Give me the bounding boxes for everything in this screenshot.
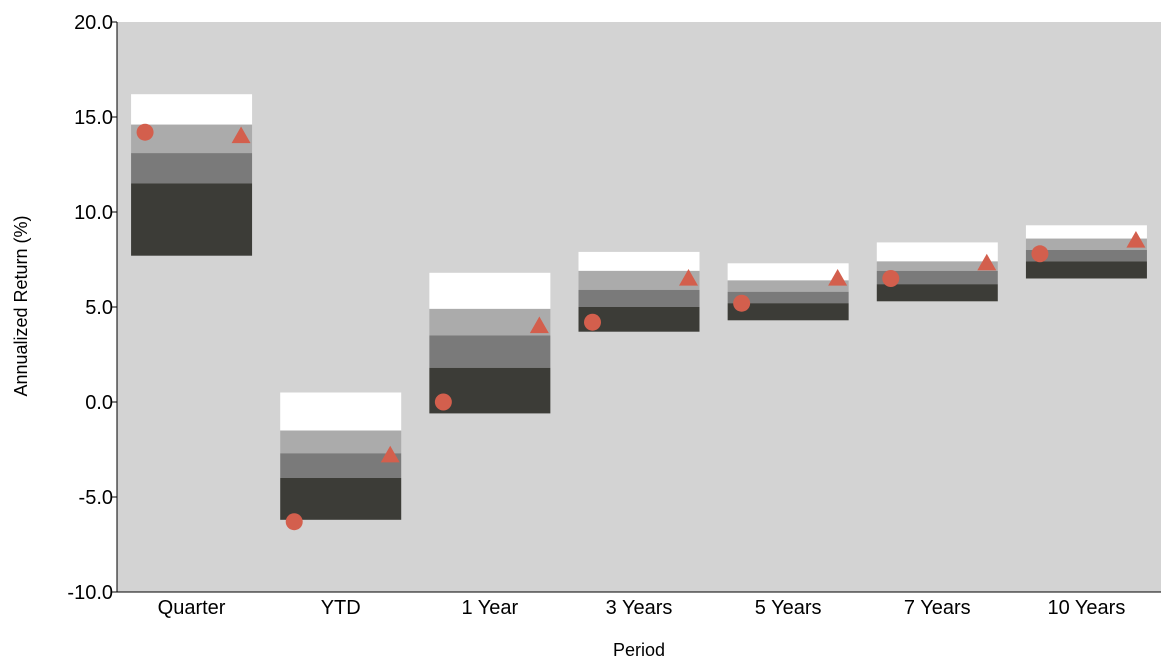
band-lower-middle xyxy=(876,270,998,285)
band-top-quartile xyxy=(876,242,998,262)
triangle-marker xyxy=(679,269,698,286)
bands-layer xyxy=(131,94,1147,520)
band-upper-middle xyxy=(876,261,998,271)
x-tick-label: 1 Year xyxy=(461,597,518,619)
band-lower-middle xyxy=(1025,250,1147,262)
y-tick-label: 10.0 xyxy=(74,202,113,224)
band-bottom-quartile xyxy=(876,284,998,302)
band-lower-middle xyxy=(578,289,700,307)
band-upper-middle xyxy=(1025,238,1147,250)
axis-layer: Quarter YTD 1 Year 3 Years 5 Years 7 Years 10 … xyxy=(67,12,1161,619)
band-upper-middle xyxy=(429,308,551,336)
band-upper-middle xyxy=(578,270,700,290)
band-bottom-quartile xyxy=(131,183,253,256)
x-tick-label: Quarter xyxy=(158,597,226,619)
circle-marker xyxy=(136,123,154,141)
circle-marker xyxy=(434,393,452,411)
band-lower-middle xyxy=(280,453,402,478)
band-top-quartile xyxy=(578,251,700,271)
band-top-quartile xyxy=(429,272,551,309)
x-tick-label: 10 Years xyxy=(1047,597,1125,619)
band-top-quartile xyxy=(131,94,253,125)
band-bottom-quartile xyxy=(280,478,402,520)
triangle-marker xyxy=(828,269,848,286)
circle-marker xyxy=(285,513,303,531)
triangle-marker xyxy=(1126,231,1146,248)
markers-layer xyxy=(136,123,1146,531)
y-tick-label: 15.0 xyxy=(74,107,113,129)
y-tick-label: 0.0 xyxy=(85,392,113,414)
circle-marker xyxy=(733,294,751,312)
band-lower-middle xyxy=(727,291,849,304)
band-top-quartile xyxy=(727,263,849,281)
band-bottom-quartile xyxy=(1025,261,1147,279)
x-tick-label: YTD xyxy=(321,597,361,619)
band-bottom-quartile xyxy=(727,303,849,321)
triangle-marker xyxy=(529,316,549,334)
band-upper-middle xyxy=(727,280,849,292)
band-lower-middle xyxy=(429,335,551,368)
triangle-marker xyxy=(231,126,251,144)
band-upper-middle xyxy=(280,430,402,454)
y-tick-label: -5.0 xyxy=(79,487,113,509)
triangle-marker xyxy=(977,253,997,271)
x-tick-label: 5 Years xyxy=(755,597,822,619)
band-top-quartile xyxy=(1025,225,1147,239)
circle-marker xyxy=(882,270,900,287)
y-axis-title: Annualized Return (%) xyxy=(11,215,31,396)
circle-marker xyxy=(584,313,601,331)
band-lower-middle xyxy=(131,153,253,184)
x-tick-label: 7 Years xyxy=(904,597,971,619)
y-tick-label: 20.0 xyxy=(74,12,113,34)
band-top-quartile xyxy=(280,392,402,431)
x-tick-label: 3 Years xyxy=(606,597,673,619)
y-tick-label: -10.0 xyxy=(67,582,113,604)
circle-marker xyxy=(1031,245,1049,263)
x-axis-title: Period xyxy=(613,640,665,660)
triangle-marker xyxy=(380,445,400,463)
y-tick-label: 5.0 xyxy=(85,297,113,319)
